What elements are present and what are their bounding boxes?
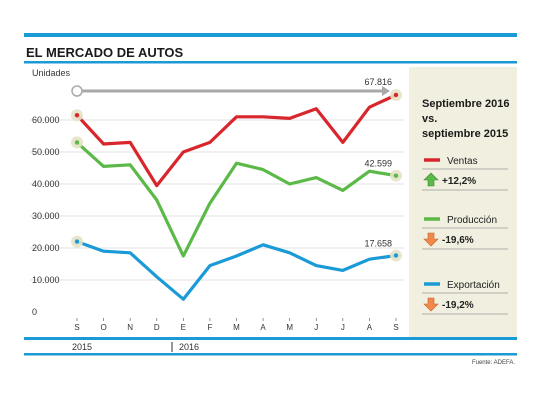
series-line-ventas <box>75 93 398 188</box>
year-label-2015: 2015 <box>72 342 92 352</box>
title-underline <box>24 61 517 64</box>
series-markers <box>71 88 402 262</box>
end-value-label: 67.816 <box>364 77 392 87</box>
year-band <box>24 340 517 353</box>
x-tick-label: M <box>286 323 293 332</box>
series-point <box>74 140 80 145</box>
panel-title-line-2: vs. <box>422 113 437 125</box>
series-point <box>393 92 399 98</box>
comparison-panel <box>409 67 517 337</box>
panel-title-line-3: septiembre 2015 <box>422 128 508 140</box>
source-note: Fuente: ADEFA. <box>472 360 515 366</box>
x-tick-label: F <box>207 323 212 332</box>
x-tick-label: N <box>127 323 133 332</box>
series-point <box>74 239 80 244</box>
top-accent-bar <box>24 33 517 37</box>
legend-series-name: Producción <box>447 215 497 226</box>
legend-series-name: Exportación <box>447 280 500 291</box>
arrow-down-icon <box>423 232 439 247</box>
x-tick-label: M <box>233 323 240 332</box>
x-tick-label: D <box>154 323 160 332</box>
end-value-label: 42.599 <box>364 159 392 169</box>
highlight-arrow <box>71 85 390 97</box>
arrow-down-icon <box>423 297 439 312</box>
bottom-accent-bar <box>24 353 517 356</box>
series-line-produccin <box>75 140 398 258</box>
x-tick-label: S <box>74 323 79 332</box>
legend-change-value: -19,2% <box>442 300 474 311</box>
x-tick-label: J <box>314 323 318 332</box>
y-axis-label: Unidades <box>32 68 71 78</box>
panel-title-line-1: Septiembre 2016 <box>422 98 509 110</box>
series-lines <box>75 93 398 301</box>
gridlines <box>30 119 404 281</box>
end-labels: 67.816 42.599 17.658 <box>364 77 392 248</box>
series-point <box>74 113 80 118</box>
y-tick-label: 40.000 <box>32 179 60 189</box>
x-tick-label: A <box>260 323 266 332</box>
x-tick-label: E <box>181 323 186 332</box>
chart-title: EL MERCADO DE AUTOS <box>26 45 184 60</box>
y-tick-label: 50.000 <box>32 147 60 157</box>
end-value-label: 17.658 <box>364 238 392 248</box>
legend: Ventas +12,2% Producción -19,6% Exportación -… <box>422 156 508 315</box>
y-tick-label: 60.000 <box>32 115 60 125</box>
y-tick-labels: 0 10.000 20.000 30.000 40.000 50.000 60.000 <box>32 115 60 317</box>
series-point <box>393 173 399 178</box>
x-tick-label: A <box>367 323 373 332</box>
y-tick-label: 30.000 <box>32 211 60 221</box>
y-tick-label: 20.000 <box>32 243 60 253</box>
x-tick-label: S <box>393 323 398 332</box>
arrow-up-icon <box>423 172 439 187</box>
x-tick-label: J <box>341 323 345 332</box>
year-label-2016: 2016 <box>179 342 199 352</box>
series-point <box>393 253 399 258</box>
x-axis-band <box>24 337 517 340</box>
legend-change-value: +12,2% <box>442 176 476 187</box>
x-tick-label: O <box>100 323 106 332</box>
legend-change-value: -19,6% <box>442 235 474 246</box>
series-line-exportacin <box>75 240 398 301</box>
y-tick-label: 0 <box>32 307 37 317</box>
legend-series-name: Ventas <box>447 156 478 167</box>
y-tick-label: 10.000 <box>32 275 60 285</box>
